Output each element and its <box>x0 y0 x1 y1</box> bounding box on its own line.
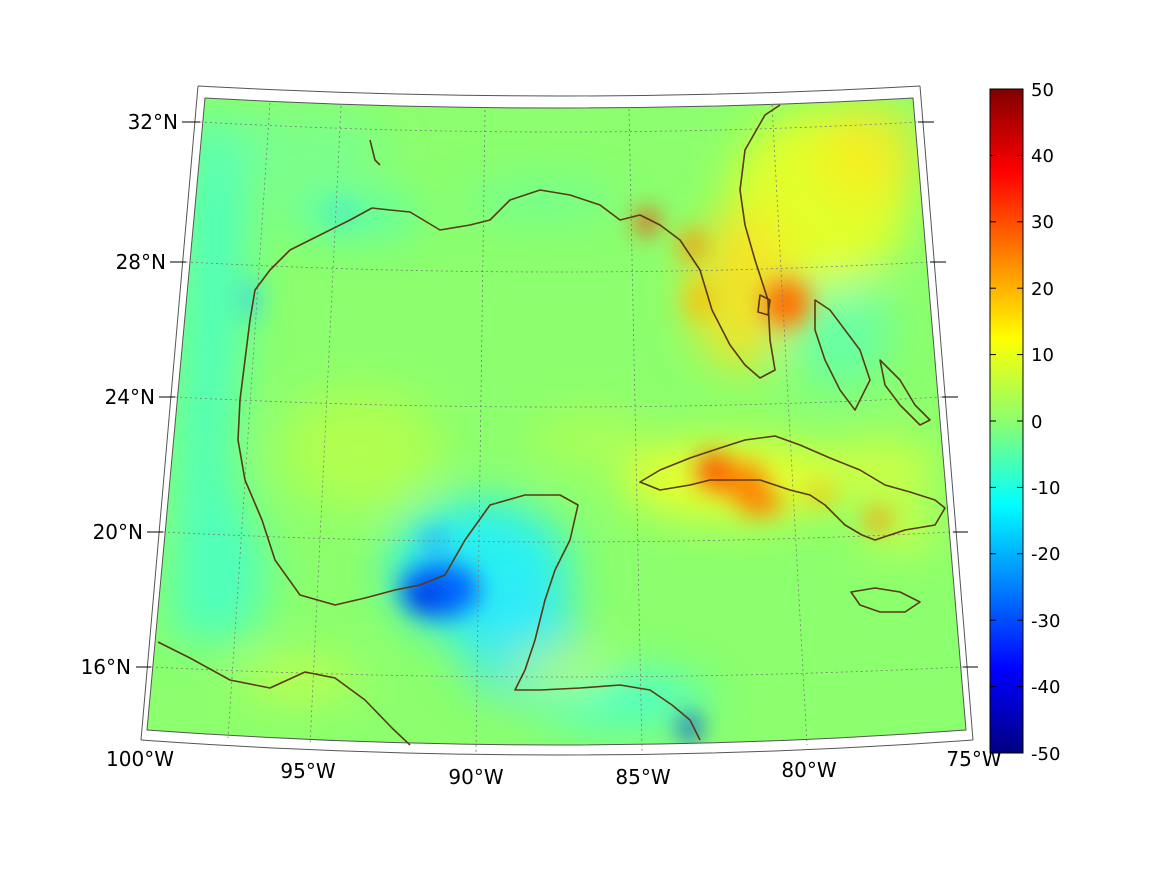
coastlines <box>157 104 946 746</box>
lat-label: 24°N <box>105 385 155 409</box>
colorbar-tick-label: 20 <box>1031 279 1054 300</box>
lon-label: 80°W <box>781 758 836 782</box>
lon-label: 95°W <box>280 759 335 783</box>
latitude-labels: 32°N 28°N 24°N 20°N 16°N <box>81 110 178 679</box>
colorbar-tick-label: 40 <box>1031 146 1054 167</box>
colorbar-tick-label: 30 <box>1031 212 1054 233</box>
colorbar-tick-label: -30 <box>1031 611 1060 632</box>
colorbar-ticks <box>990 154 1023 688</box>
colorbar-tick-label: 0 <box>1031 412 1042 433</box>
lon-label: 100°W <box>106 747 174 771</box>
lat-label: 28°N <box>116 250 166 274</box>
lon-label: 90°W <box>448 765 503 789</box>
colorbar: 50 40 30 20 10 0 -10 -20 -30 -40 -50 <box>989 80 1060 765</box>
colorbar-labels: 50 40 30 20 10 0 -10 -20 -30 -40 -50 <box>1031 80 1060 765</box>
map-field <box>147 98 966 745</box>
lat-label: 32°N <box>128 110 178 134</box>
map-frame <box>140 85 974 756</box>
colorbar-tick-label: -20 <box>1031 544 1060 565</box>
colorbar-tick-label: 50 <box>1031 80 1054 101</box>
lat-label: 20°N <box>93 520 143 544</box>
longitude-labels: 100°W 95°W 90°W 85°W 80°W 75°W <box>106 747 1002 789</box>
lon-label: 85°W <box>615 765 670 789</box>
colorbar-tick-label: -10 <box>1031 478 1060 499</box>
frame-ticks <box>136 121 978 668</box>
colorbar-tick-label: 10 <box>1031 345 1054 366</box>
colorbar-tick-label: -40 <box>1031 677 1060 698</box>
graticule <box>150 102 964 753</box>
colorbar-tick-label: -50 <box>1031 744 1060 765</box>
lat-label: 16°N <box>81 655 131 679</box>
